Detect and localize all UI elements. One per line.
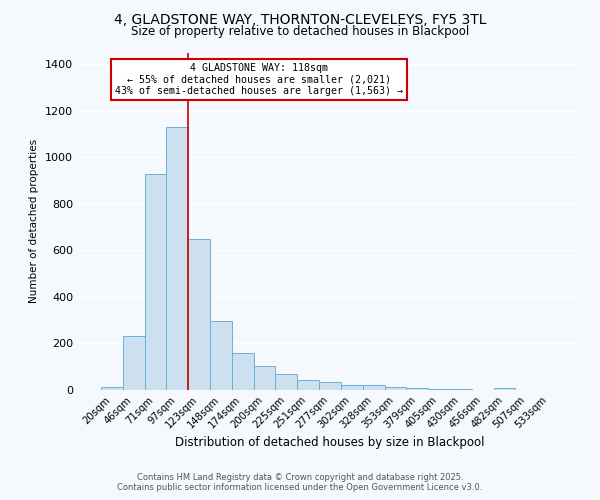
Bar <box>210 322 232 390</box>
Text: Contains HM Land Registry data © Crown copyright and database right 2025.
Contai: Contains HM Land Registry data © Crown c… <box>118 473 482 492</box>
Bar <box>145 174 166 390</box>
Bar <box>341 385 363 390</box>
Bar <box>101 386 123 390</box>
Bar <box>166 127 188 390</box>
Bar <box>297 380 319 390</box>
Bar <box>363 386 385 390</box>
Bar <box>275 374 297 390</box>
Bar <box>232 353 254 390</box>
Bar <box>319 382 341 390</box>
Text: Size of property relative to detached houses in Blackpool: Size of property relative to detached ho… <box>131 25 469 38</box>
Bar <box>188 238 210 390</box>
Bar <box>494 388 515 390</box>
Bar <box>123 336 145 390</box>
Bar <box>385 386 406 390</box>
Text: 4 GLADSTONE WAY: 118sqm
← 55% of detached houses are smaller (2,021)
43% of semi: 4 GLADSTONE WAY: 118sqm ← 55% of detache… <box>115 62 403 96</box>
Y-axis label: Number of detached properties: Number of detached properties <box>29 139 40 304</box>
Bar <box>254 366 275 390</box>
Text: 4, GLADSTONE WAY, THORNTON-CLEVELEYS, FY5 3TL: 4, GLADSTONE WAY, THORNTON-CLEVELEYS, FY… <box>114 12 486 26</box>
X-axis label: Distribution of detached houses by size in Blackpool: Distribution of detached houses by size … <box>175 436 485 449</box>
Bar <box>428 389 450 390</box>
Bar <box>406 388 428 390</box>
